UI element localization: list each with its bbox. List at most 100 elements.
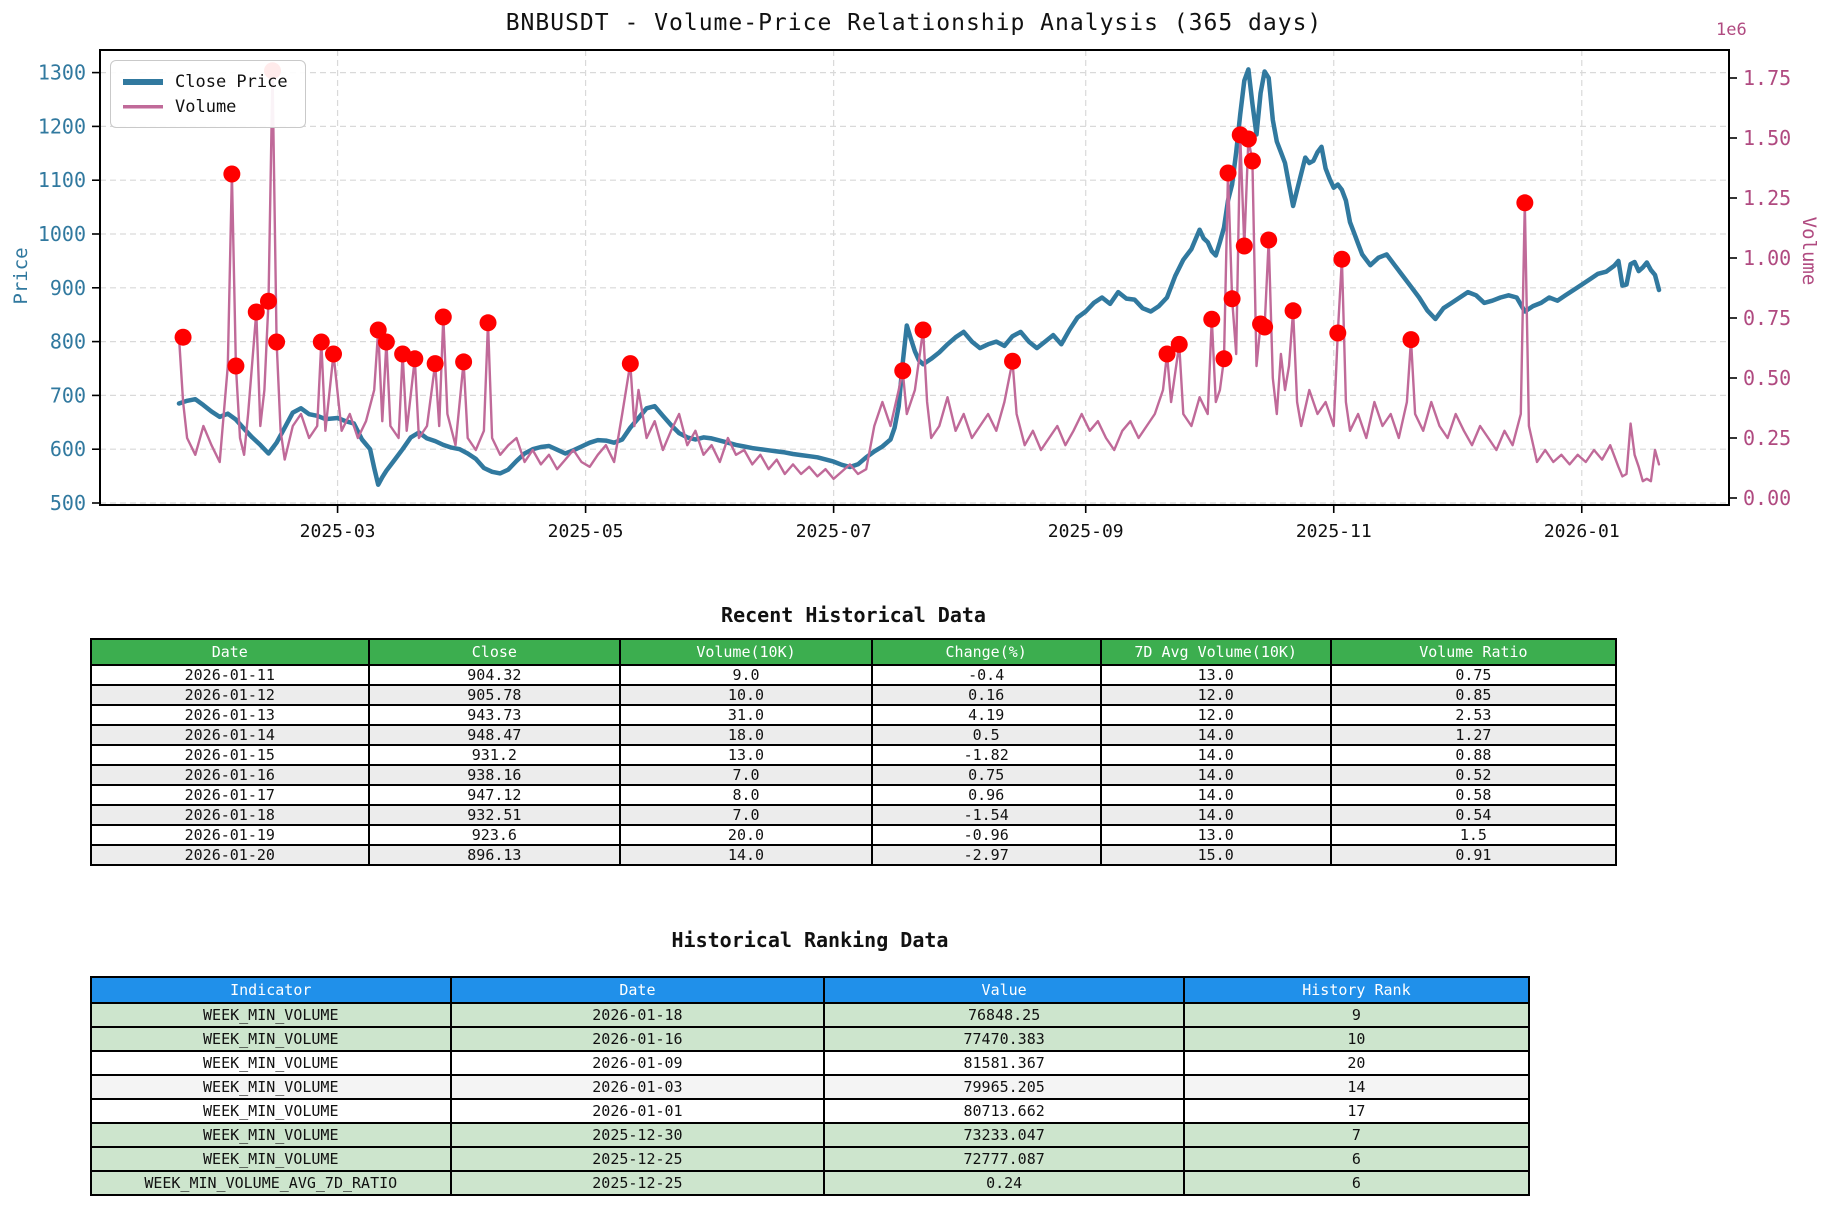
table-row: 2026-01-19 923.6 20.0 -0.96 13.0 1.5 bbox=[90, 824, 1618, 846]
right-axis-title: Volume bbox=[1798, 216, 1820, 286]
table-cell: 2.53 bbox=[1329, 704, 1618, 726]
table-cell: 12.0 bbox=[1099, 704, 1332, 726]
left-axis-tick-label: 700 bbox=[50, 383, 86, 407]
table-cell: 14.0 bbox=[619, 844, 873, 866]
volume-spike-marker bbox=[223, 165, 241, 183]
table-cell: 943.73 bbox=[367, 704, 622, 726]
volume-spike-marker bbox=[268, 333, 286, 351]
legend-item-volume: Volume bbox=[123, 94, 293, 119]
table-row: 2026-01-18 932.51 7.0 -1.54 14.0 0.54 bbox=[90, 804, 1618, 826]
table-cell: -1.54 bbox=[870, 804, 1102, 826]
table-cell: 938.16 bbox=[367, 764, 622, 786]
table-cell: 13.0 bbox=[619, 744, 873, 766]
table-cell: 12.0 bbox=[1099, 684, 1332, 706]
volume-spike-marker bbox=[1329, 324, 1347, 342]
table-cell: 0.16 bbox=[870, 684, 1102, 706]
column-header: 7D Avg Volume(10K) bbox=[1099, 638, 1332, 666]
legend-label-volume: Volume bbox=[175, 96, 237, 117]
recent-historical-data-table: Date Close Volume(10K) Change(%) 7D Avg Volu… bbox=[90, 638, 1618, 866]
table-row: 2026-01-12 905.78 10.0 0.16 12.0 0.85 bbox=[90, 684, 1618, 706]
table-cell: 13.0 bbox=[1099, 664, 1332, 686]
chart-canvas: 500 600 700 800 900 1000 1100 1200 1300 0.00 0.25 0… bbox=[38, 49, 1791, 542]
table-cell: 2025-12-25 bbox=[449, 1146, 826, 1172]
table-cell: 0.88 bbox=[1329, 744, 1618, 766]
table-cell: 932.51 bbox=[367, 804, 622, 826]
volume-spike-marker bbox=[434, 308, 452, 326]
x-axis-tick-label: 2025-11 bbox=[1296, 521, 1372, 542]
table-cell: 4.19 bbox=[870, 704, 1102, 726]
right-axis-tick-label: 0.75 bbox=[1743, 306, 1791, 330]
left-axis-tick-label: 900 bbox=[50, 276, 86, 300]
x-axis-tick-label: 2025-03 bbox=[300, 521, 376, 542]
ranking-table-body: WEEK_MIN_VOLUME 2026-01-18 76848.25 9 WEEK_M… bbox=[90, 1002, 1531, 1196]
volume-spike-marker bbox=[1243, 152, 1261, 170]
volume-spike-marker bbox=[1402, 331, 1420, 349]
table-cell: WEEK_MIN_VOLUME bbox=[90, 1002, 452, 1028]
table-row: 2026-01-11 904.32 9.0 -0.4 13.0 0.75 bbox=[90, 664, 1618, 686]
volume-spike-marker bbox=[174, 328, 192, 346]
volume-spike-marker bbox=[426, 355, 444, 373]
table-cell: -2.97 bbox=[870, 844, 1102, 866]
table-cell: 7 bbox=[1182, 1122, 1531, 1148]
table-cell: 9.0 bbox=[619, 664, 873, 686]
close-price-line-swatch bbox=[123, 78, 163, 85]
volume-spike-marker bbox=[1256, 318, 1274, 336]
left-axis-tick-label: 1100 bbox=[38, 168, 86, 192]
table-cell: 0.91 bbox=[1329, 844, 1618, 866]
table-row: 2026-01-13 943.73 31.0 4.19 12.0 2.53 bbox=[90, 704, 1618, 726]
table-row: WEEK_MIN_VOLUME 2025-12-25 72777.087 6 bbox=[90, 1146, 1531, 1172]
volume-spike-marker bbox=[479, 314, 497, 332]
table-cell: 2025-12-30 bbox=[449, 1122, 826, 1148]
table-cell: 0.54 bbox=[1329, 804, 1618, 826]
volume-spike-marker bbox=[621, 355, 639, 373]
table-cell: 2026-01-12 bbox=[90, 684, 370, 706]
right-axis-tick-label: 1.75 bbox=[1743, 66, 1791, 90]
legend-item-close: Close Price bbox=[123, 69, 293, 94]
volume-spike-marker bbox=[1239, 130, 1257, 148]
table-row: 2026-01-14 948.47 18.0 0.5 14.0 1.27 bbox=[90, 724, 1618, 746]
table-cell: 931.2 bbox=[367, 744, 622, 766]
table-cell: 81581.367 bbox=[823, 1050, 1185, 1076]
table-cell: 7.0 bbox=[619, 804, 873, 826]
left-axis-tick-label: 600 bbox=[50, 437, 86, 461]
column-header: Volume(10K) bbox=[619, 638, 873, 666]
table-cell: 9 bbox=[1182, 1002, 1531, 1028]
x-axis-tick-label: 2025-09 bbox=[1048, 521, 1124, 542]
right-axis-tick-label: 0.25 bbox=[1743, 426, 1791, 450]
table-cell: 10 bbox=[1182, 1026, 1531, 1052]
table-cell: 1.27 bbox=[1329, 724, 1618, 746]
volume-line bbox=[177, 69, 1661, 483]
table-cell: 896.13 bbox=[367, 844, 622, 866]
column-header: Indicator bbox=[90, 976, 452, 1004]
table-cell: WEEK_MIN_VOLUME_AVG_7D_RATIO bbox=[90, 1170, 452, 1196]
right-axis-tick-label: 1.50 bbox=[1743, 126, 1791, 150]
table-cell: 923.6 bbox=[367, 824, 622, 846]
volume-spike-marker bbox=[894, 362, 912, 380]
table-cell: 905.78 bbox=[367, 684, 622, 706]
table-cell: WEEK_MIN_VOLUME bbox=[90, 1146, 452, 1172]
volume-spike-marker bbox=[455, 353, 473, 371]
ranking-table-header-row: Indicator Date Value History Rank bbox=[90, 976, 1531, 1004]
table-cell: 73233.047 bbox=[823, 1122, 1185, 1148]
x-axis-tick-label: 2025-05 bbox=[548, 521, 624, 542]
right-axis-tick-label: 1.25 bbox=[1743, 186, 1791, 210]
volume-line-swatch bbox=[123, 104, 163, 108]
table-cell: 0.75 bbox=[1329, 664, 1618, 686]
table-cell: 2026-01-18 bbox=[90, 804, 370, 826]
table-row: WEEK_MIN_VOLUME 2026-01-01 80713.662 17 bbox=[90, 1098, 1531, 1124]
table-cell: 14.0 bbox=[1099, 724, 1332, 746]
table-cell: 6 bbox=[1182, 1146, 1531, 1172]
table-cell: 0.58 bbox=[1329, 784, 1618, 806]
table-cell: -0.4 bbox=[870, 664, 1102, 686]
table-cell: 2026-01-11 bbox=[90, 664, 370, 686]
table-cell: 8.0 bbox=[619, 784, 873, 806]
table-row: WEEK_MIN_VOLUME_AVG_7D_RATIO 2025-12-25 0.… bbox=[90, 1170, 1531, 1196]
volume-spike-marker bbox=[227, 357, 245, 375]
table-cell: 14.0 bbox=[1099, 784, 1332, 806]
volume-spike-marker bbox=[1260, 231, 1278, 249]
volume-spike-marker bbox=[1284, 302, 1302, 320]
table-cell: 72777.087 bbox=[823, 1146, 1185, 1172]
chart-title: BNBUSDT - Volume-Price Relationship Anal… bbox=[505, 10, 1323, 36]
table-cell: 80713.662 bbox=[823, 1098, 1185, 1124]
